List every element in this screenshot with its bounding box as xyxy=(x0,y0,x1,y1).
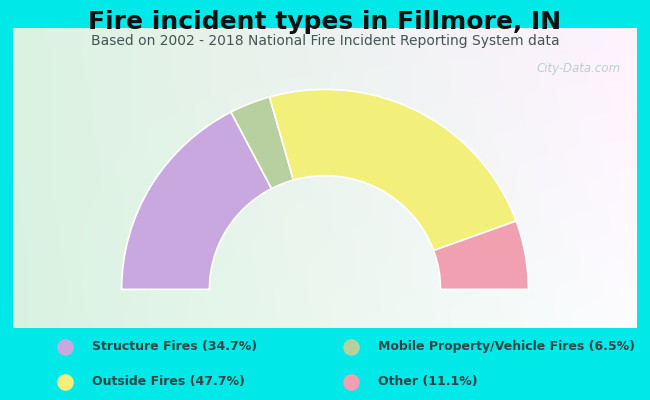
Text: Fire incident types in Fillmore, IN: Fire incident types in Fillmore, IN xyxy=(88,10,562,34)
Text: Based on 2002 - 2018 National Fire Incident Reporting System data: Based on 2002 - 2018 National Fire Incid… xyxy=(91,34,559,48)
Text: Outside Fires (47.7%): Outside Fires (47.7%) xyxy=(92,375,245,388)
Wedge shape xyxy=(231,97,293,189)
Wedge shape xyxy=(434,221,528,289)
Wedge shape xyxy=(122,112,272,289)
Text: Structure Fires (34.7%): Structure Fires (34.7%) xyxy=(92,340,257,353)
Text: Mobile Property/Vehicle Fires (6.5%): Mobile Property/Vehicle Fires (6.5%) xyxy=(378,340,635,353)
Text: City-Data.com: City-Data.com xyxy=(537,62,621,75)
Wedge shape xyxy=(270,89,516,250)
Text: Other (11.1%): Other (11.1%) xyxy=(378,375,478,388)
